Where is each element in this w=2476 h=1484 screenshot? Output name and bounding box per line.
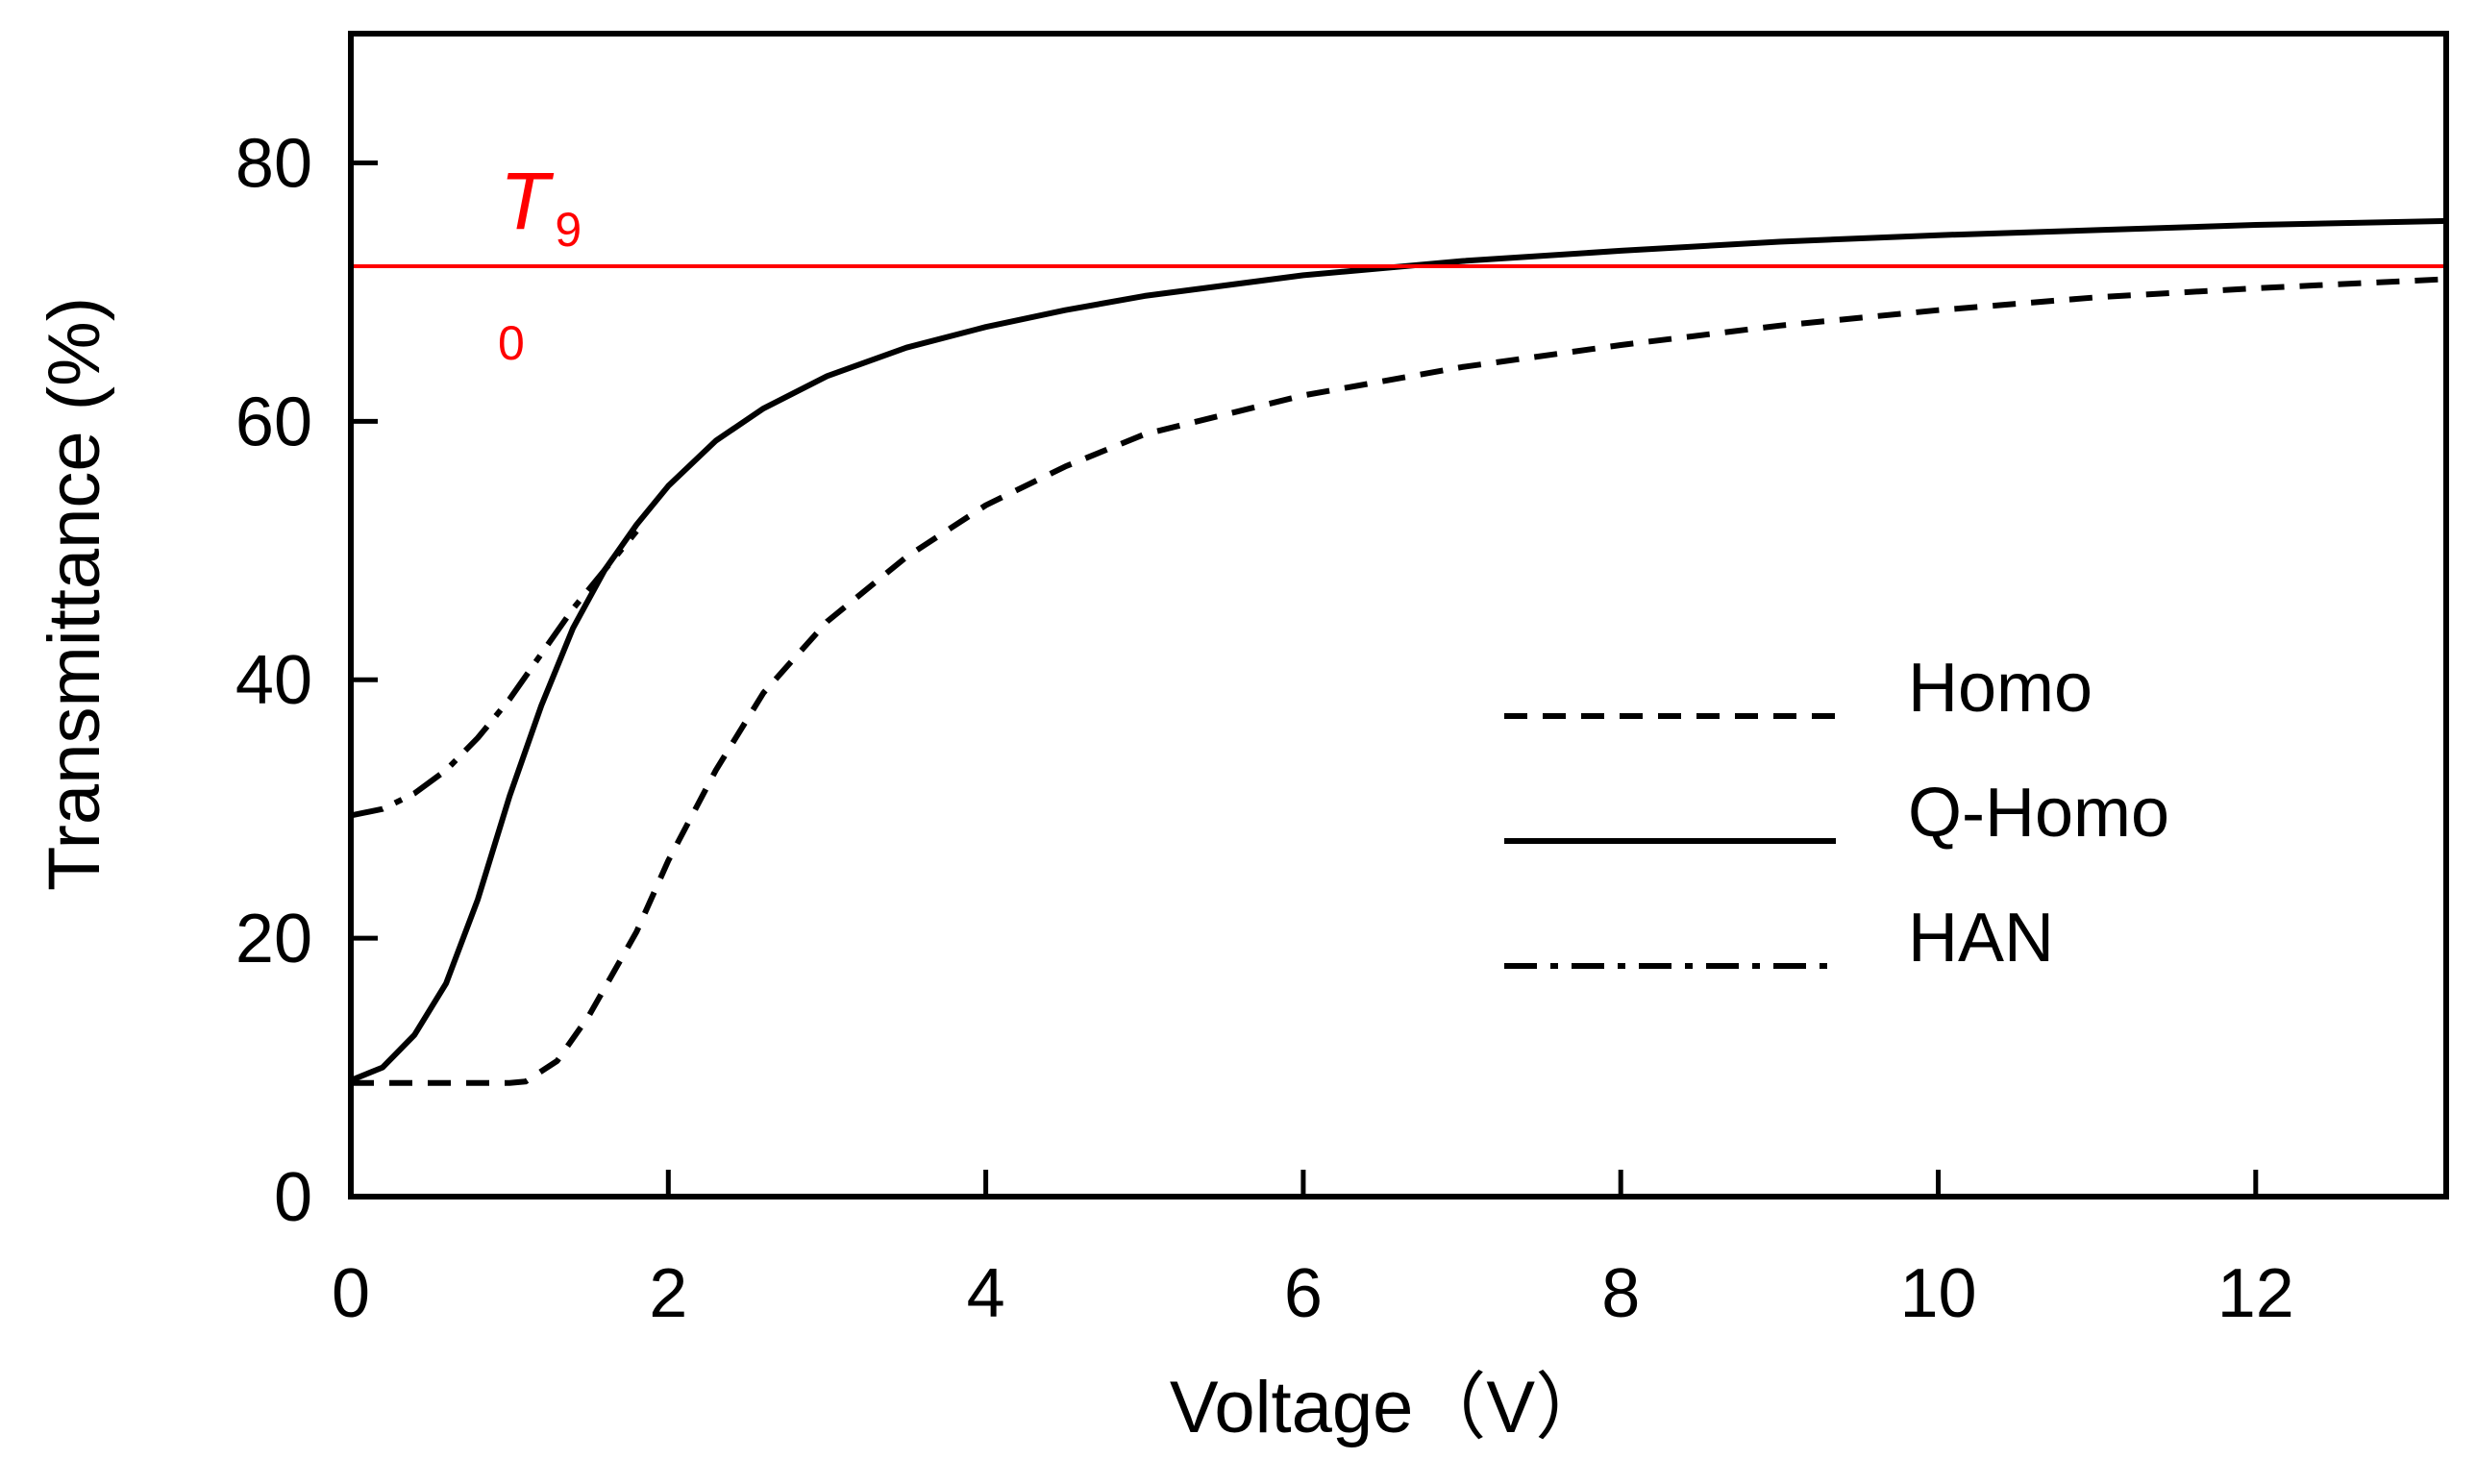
x-tick-label-3: 6 — [1284, 1255, 1323, 1332]
series-han — [350, 529, 639, 819]
series-homo — [351, 276, 2447, 1086]
legend-label-han: HAN — [1908, 900, 2054, 977]
x-tick-label-6: 12 — [2217, 1255, 2294, 1332]
ticks: 0 2 4 6 8 10 12 0 20 40 60 80 — [235, 125, 2294, 1332]
reference-line-label-extra: 0 — [498, 316, 525, 370]
y-tick-label-4: 80 — [235, 125, 312, 202]
y-tick-label-3: 60 — [235, 383, 312, 460]
x-tick-label-1: 2 — [649, 1255, 687, 1332]
x-tick-label-5: 10 — [1899, 1255, 1976, 1332]
y-tick-label-2: 40 — [235, 642, 312, 719]
series-q-homo — [349, 217, 2447, 1083]
plot-frame — [348, 31, 2449, 1200]
y-tick-label-1: 20 — [235, 901, 312, 977]
x-axis-title: Voltage（V） — [1170, 1367, 1608, 1448]
reference-line-label-main: T — [500, 156, 555, 246]
x-tick-label-2: 4 — [967, 1255, 1005, 1332]
series-layer — [349, 217, 2447, 1086]
x-tick-label-4: 8 — [1601, 1255, 1640, 1332]
axes — [348, 31, 2449, 1200]
legend-label-q-homo: Q-Homo — [1908, 775, 2169, 852]
y-tick-label-0: 0 — [274, 1159, 312, 1236]
legend: Homo Q-Homo HAN — [1504, 650, 2169, 977]
x-tick-label-0: 0 — [332, 1255, 370, 1332]
reference-line-label-sub: 9 — [555, 203, 582, 257]
legend-label-homo: Homo — [1908, 650, 2092, 727]
y-axis-title: Transmittance (%) — [34, 297, 115, 891]
